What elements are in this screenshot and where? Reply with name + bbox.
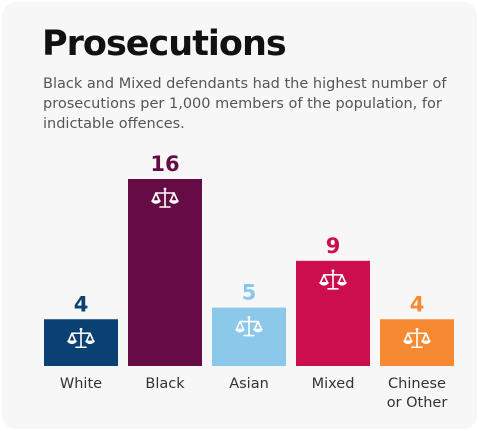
category-label: Mixed (312, 376, 355, 392)
bar-value-label: 9 (326, 234, 341, 258)
bar-value-label: 16 (150, 152, 179, 176)
category-label: White (60, 376, 102, 392)
category-label: Chinese or Other (387, 376, 448, 411)
page-title: Prosecutions (42, 24, 287, 64)
scales-of-justice-icon (319, 269, 347, 290)
scales-of-justice-icon (403, 327, 431, 349)
bar-value-label: 4 (410, 292, 425, 316)
scales-of-justice-icon (151, 187, 179, 208)
category-label: Asian (229, 376, 269, 392)
bar-value-label: 4 (74, 292, 89, 316)
bar (128, 179, 202, 366)
chart-subtitle: Black and Mixed defendants had the highe… (43, 76, 447, 132)
scales-of-justice-icon (235, 316, 263, 337)
scales-of-justice-icon (67, 327, 95, 349)
bar-value-label: 5 (242, 281, 257, 305)
category-label: Black (145, 376, 185, 392)
